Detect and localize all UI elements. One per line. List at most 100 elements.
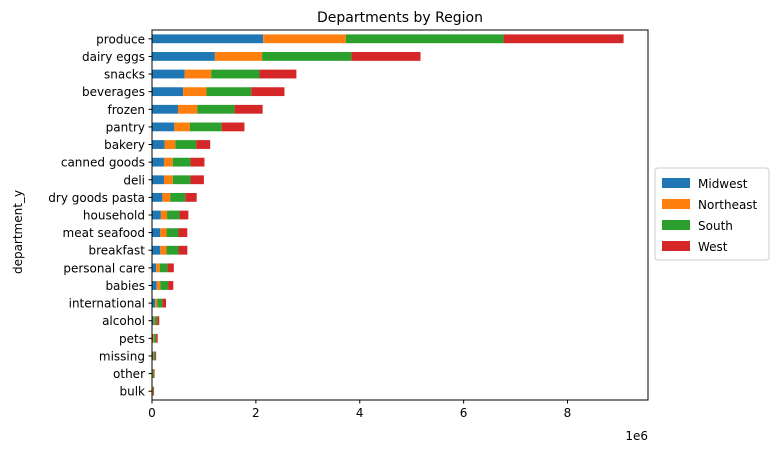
bar-canned-goods-west <box>190 157 205 167</box>
x-tick-group: 0 2 4 6 8 <box>148 400 571 420</box>
x-offset-label: 1e6 <box>625 429 648 443</box>
y-axis-label: department_y <box>11 190 25 274</box>
bar-missing-west <box>155 351 157 361</box>
bar-produce-south <box>345 34 504 44</box>
y-tick-label: dairy eggs <box>82 50 145 64</box>
bar-frozen-northeast <box>177 104 198 114</box>
bar-babies-midwest <box>152 281 157 290</box>
bar-other-northeast <box>152 369 154 378</box>
y-tick-label: pets <box>119 332 145 346</box>
legend: Midwest Northeast South West <box>654 167 770 261</box>
bar-deli-midwest <box>152 175 164 185</box>
y-tick-label: produce <box>96 32 145 46</box>
bar-meat-seafood-northeast <box>160 228 167 238</box>
bar-babies-west <box>168 281 174 290</box>
x-tick-label: 8 <box>564 406 572 420</box>
y-tick-label: canned goods <box>61 156 145 170</box>
y-tick-label: bakery <box>104 138 145 152</box>
x-tick-label: 0 <box>148 406 156 420</box>
legend-swatch-midwest <box>662 178 690 188</box>
bar-missing-northeast <box>153 351 154 361</box>
bar-missing-south <box>153 351 156 361</box>
bar-snacks-west <box>259 69 297 79</box>
legend-label-south: South <box>698 219 733 233</box>
bar-frozen-midwest <box>152 104 178 114</box>
y-tick-label: personal care <box>63 261 145 275</box>
bar-dairy-eggs-midwest <box>152 52 215 61</box>
bar-pets-northeast <box>153 333 155 343</box>
bar-dairy-eggs-northeast <box>214 52 263 61</box>
bar-canned-goods-south <box>172 157 191 167</box>
bar-pantry-west <box>221 122 245 132</box>
bar-missing-midwest <box>152 351 154 361</box>
bar-household-west <box>179 210 189 220</box>
bar-alcohol-south <box>154 316 158 326</box>
bar-deli-south <box>172 175 191 185</box>
bar-beverages-midwest <box>152 87 184 97</box>
bar-bakery-south <box>175 140 197 149</box>
bar-bulk-northeast <box>152 386 154 396</box>
bar-meat-seafood-west <box>178 228 188 238</box>
bar-bulk-west <box>153 386 155 396</box>
y-tick-label: household <box>83 209 145 223</box>
bar-dry-goods-pasta-south <box>170 192 186 202</box>
bar-babies-northeast <box>156 281 161 290</box>
bar-canned-goods-midwest <box>152 157 164 167</box>
bar-beverages-south <box>206 87 252 97</box>
y-tick-group: produce dairy eggs snacks beverages frozen pa… <box>48 32 152 399</box>
bar-dry-goods-pasta-midwest <box>152 192 163 202</box>
bar-canned-goods-northeast <box>163 157 173 167</box>
bar-breakfast-northeast <box>160 245 167 255</box>
bar-household-midwest <box>152 210 161 220</box>
y-tick-label: international <box>69 297 145 311</box>
bar-babies-south <box>160 281 169 290</box>
y-tick-label: snacks <box>104 68 145 82</box>
bar-dairy-eggs-west <box>351 52 421 61</box>
bar-international-south <box>157 298 163 308</box>
legend-label-midwest: Midwest <box>698 177 748 191</box>
legend-swatch-west <box>662 241 690 251</box>
bar-alcohol-midwest <box>152 316 154 326</box>
legend-label-west: West <box>698 240 728 254</box>
y-tick-label: deli <box>123 173 145 187</box>
y-tick-label: frozen <box>107 103 145 117</box>
bar-produce-west <box>503 34 624 44</box>
bar-personal-care-south <box>159 263 168 273</box>
bar-other-south <box>153 369 155 378</box>
bar-bakery-west <box>196 140 211 149</box>
bar-household-northeast <box>160 210 168 220</box>
y-tick-label: babies <box>105 279 145 293</box>
bar-deli-northeast <box>163 175 173 185</box>
bar-meat-seafood-south <box>166 228 179 238</box>
bar-household-south <box>167 210 180 220</box>
y-tick-label: beverages <box>82 85 145 99</box>
bar-deli-west <box>190 175 204 185</box>
x-tick-label: 4 <box>356 406 364 420</box>
bar-personal-care-west <box>167 263 174 273</box>
bar-dairy-eggs-south <box>262 52 352 61</box>
bar-bakery-northeast <box>164 140 176 149</box>
bar-dry-goods-pasta-west <box>185 192 197 202</box>
bar-international-west <box>162 298 167 308</box>
legend-swatch-northeast <box>662 199 690 209</box>
x-tick-label: 2 <box>252 406 260 420</box>
y-tick-label: meat seafood <box>63 226 145 240</box>
bar-snacks-south <box>211 69 260 79</box>
plot-frame <box>151 29 649 401</box>
bar-international-midwest <box>152 298 156 308</box>
bar-bulk-south <box>153 386 154 396</box>
y-tick-label: breakfast <box>88 244 145 258</box>
legend-box <box>654 167 770 261</box>
bar-pantry-northeast <box>174 122 190 132</box>
bar-pantry-south <box>189 122 222 132</box>
bar-alcohol-west <box>157 316 160 326</box>
y-tick-label: pantry <box>106 120 145 134</box>
y-tick-label: missing <box>99 349 145 363</box>
bar-bakery-midwest <box>152 140 165 149</box>
bar-breakfast-midwest <box>152 245 161 255</box>
bar-beverages-west <box>251 87 285 97</box>
y-tick-label: alcohol <box>102 314 145 328</box>
bar-breakfast-south <box>166 245 179 255</box>
